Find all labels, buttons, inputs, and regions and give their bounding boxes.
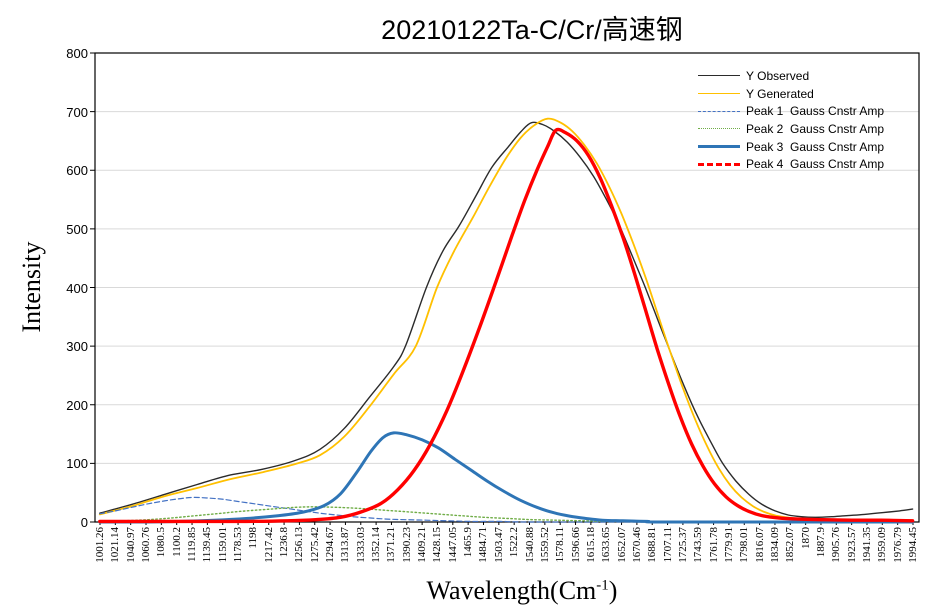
x-tick-label: 1959.09 xyxy=(876,527,889,563)
x-tick-label: 1633.65 xyxy=(600,527,613,563)
legend-line-sample-observed xyxy=(698,75,740,77)
legend-line-sample-peak4 xyxy=(698,162,740,166)
x-tick-label: 1080.5 xyxy=(155,527,168,558)
x-tick-label: 1040.97 xyxy=(124,527,137,563)
x-tick-label: 1275.42 xyxy=(308,527,321,563)
x-tick-label: 1834.09 xyxy=(768,527,781,563)
x-tick-label: 1761.78 xyxy=(707,527,720,563)
x-tick-label: 1707.11 xyxy=(661,527,674,563)
y-tick-label: 800 xyxy=(66,46,88,61)
series-peak2 xyxy=(99,506,914,523)
x-tick-label: 1905.76 xyxy=(830,527,843,563)
x-axis-title: Wavelength(Cm-1) xyxy=(110,576,934,606)
y-tick-label: 100 xyxy=(66,456,88,472)
legend-line-sample-peak3 xyxy=(698,145,740,149)
x-tick-label: 1428.15 xyxy=(431,527,444,563)
x-tick-label: 1447.05 xyxy=(446,527,459,563)
x-tick-label: 1578.11 xyxy=(554,527,567,563)
chart-title: 20210122Ta-C/Cr/高速钢 xyxy=(381,15,683,45)
x-tick-label: 1743.59 xyxy=(692,527,705,563)
legend-line-sample-peak1 xyxy=(698,110,740,112)
x-tick-label: 1852.07 xyxy=(784,527,797,563)
legend-label: Y Generated xyxy=(746,86,814,101)
x-tick-label: 1198 xyxy=(247,527,260,549)
x-tick-label: 1236.8 xyxy=(278,527,291,558)
y-tick-label: 600 xyxy=(66,163,88,179)
x-tick-label: 1352.14 xyxy=(370,527,383,563)
x-tick-label: 1119.85 xyxy=(186,527,199,562)
x-tick-label: 1060.76 xyxy=(140,527,153,563)
legend-label: Peak 3 Gauss Cnstr Amp xyxy=(746,139,885,154)
x-axis-title-text: Wavelength(Cm xyxy=(426,576,597,605)
x-tick-label: 1725.37 xyxy=(676,527,689,563)
legend-item-generated: Y Generated xyxy=(698,85,884,103)
y-tick-label: 500 xyxy=(66,221,88,237)
x-tick-label: 1540.88 xyxy=(523,527,536,563)
x-tick-label: 1001.26 xyxy=(94,527,106,563)
x-tick-label: 1139.45 xyxy=(201,527,214,563)
x-tick-label: 1217.42 xyxy=(262,527,275,563)
x-tick-label: 1390.23 xyxy=(400,527,413,563)
x-tick-label: 1816.07 xyxy=(753,527,766,563)
legend-item-peak3: Peak 3 Gauss Cnstr Amp xyxy=(698,138,884,156)
y-tick-label: 300 xyxy=(66,339,88,355)
x-tick-label: 1409.21 xyxy=(416,527,429,563)
legend-label: Peak 1 Gauss Cnstr Amp xyxy=(746,104,885,119)
x-tick-label: 1559.52 xyxy=(538,527,551,563)
legend-line-sample-peak2 xyxy=(698,128,740,130)
x-tick-label: 1779.91 xyxy=(722,527,735,563)
x-tick-label: 1333.03 xyxy=(354,527,367,563)
x-tick-label: 1100.2 xyxy=(170,527,183,557)
x-tick-label: 1021.14 xyxy=(109,527,122,563)
x-tick-label: 1371.21 xyxy=(385,527,398,563)
x-tick-label: 1670.46 xyxy=(630,527,643,563)
legend-label: Peak 4 Gauss Cnstr Amp xyxy=(746,157,885,172)
x-tick-label: 1159.01 xyxy=(216,527,229,563)
x-tick-label: 1522.2 xyxy=(508,527,521,558)
x-axis-title-close: ) xyxy=(608,576,618,605)
x-tick-label: 1994.45 xyxy=(907,527,919,563)
x-tick-label: 1178.53 xyxy=(232,527,245,563)
x-tick-label: 1503.47 xyxy=(492,527,505,563)
x-tick-label: 1688.81 xyxy=(646,527,659,563)
x-tick-label: 1887.9 xyxy=(814,527,827,558)
legend-item-peak1: Peak 1 Gauss Cnstr Amp xyxy=(698,102,884,120)
series-peak3 xyxy=(98,431,915,524)
legend: Y Observed Y Generated Peak 1 Gauss Cnstr … xyxy=(698,67,884,173)
legend-line-sample-generated xyxy=(698,93,740,95)
legend-item-peak4: Peak 4 Gauss Cnstr Amp xyxy=(698,155,884,173)
legend-label: Y Observed xyxy=(746,68,810,83)
legend-item-peak2: Peak 2 Gauss Cnstr Amp xyxy=(698,120,884,138)
x-tick-label: 1294.67 xyxy=(324,527,337,563)
x-tick-label: 1976.79 xyxy=(891,527,904,563)
series-peak4 xyxy=(98,127,915,524)
x-tick-label: 1923.57 xyxy=(845,527,858,563)
legend-item-observed: Y Observed xyxy=(698,67,884,85)
series-observed xyxy=(99,121,914,518)
x-tick-label: 1870 xyxy=(799,527,812,549)
legend-label: Peak 2 Gauss Cnstr Amp xyxy=(746,121,885,136)
x-tick-label: 1798.01 xyxy=(738,527,751,563)
x-tick-label: 1652.07 xyxy=(615,527,628,563)
y-tick-label: 0 xyxy=(80,515,88,530)
series-peak1 xyxy=(99,496,914,523)
y-tick-label: 200 xyxy=(66,397,88,413)
x-tick-label: 1484.71 xyxy=(477,527,490,563)
x-tick-label: 1615.18 xyxy=(584,527,597,563)
x-tick-label: 1256.13 xyxy=(293,527,306,563)
series-generated xyxy=(98,117,914,522)
x-tick-label: 1313.87 xyxy=(339,527,352,563)
x-tick-label: 1596.66 xyxy=(569,527,582,563)
x-tick-label: 1465.9 xyxy=(462,527,475,558)
x-axis-title-superscript: -1 xyxy=(596,577,609,594)
x-tick-label: 1941.35 xyxy=(860,527,873,563)
y-tick-label: 700 xyxy=(66,104,88,120)
y-tick-label: 400 xyxy=(66,280,88,296)
